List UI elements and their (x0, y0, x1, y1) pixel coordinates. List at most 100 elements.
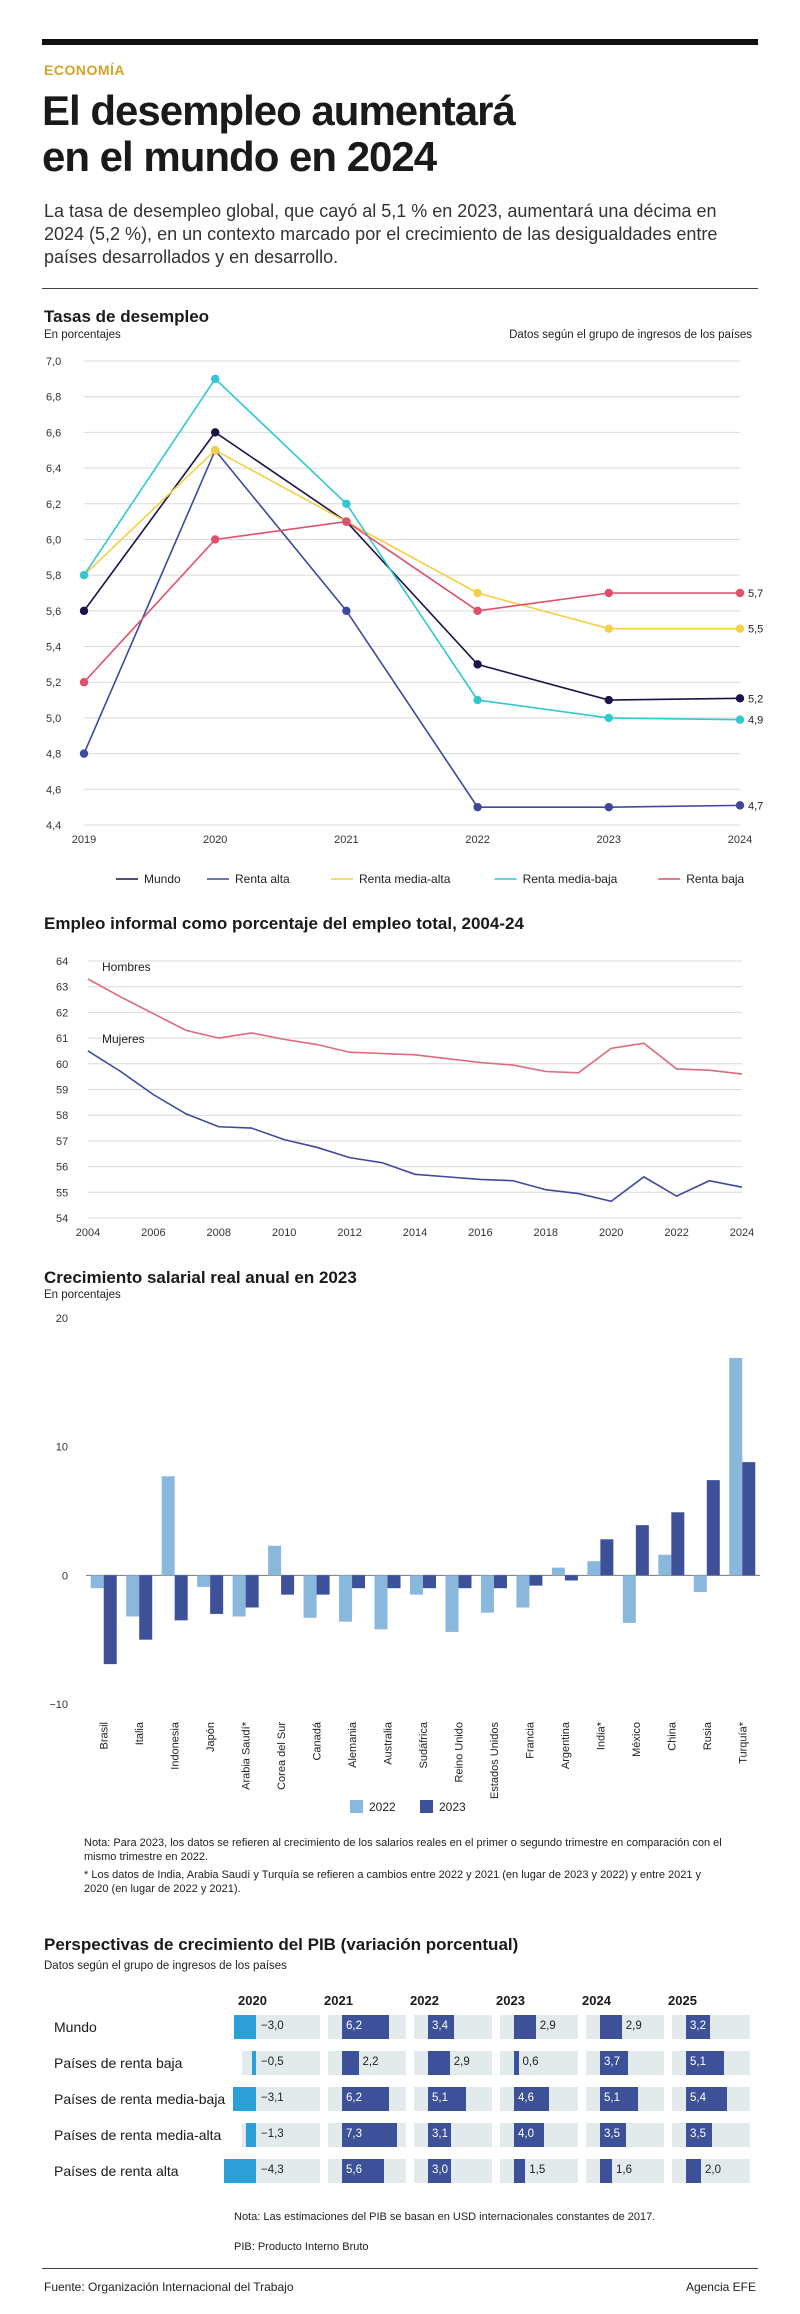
series-label-hombres: Hombres (102, 960, 151, 974)
data-point-renta-baja (211, 535, 220, 544)
pib-bar-positive (600, 2123, 627, 2147)
pib-bar-positive (686, 2159, 701, 2183)
pib-value: 4,0 (518, 2128, 534, 2140)
y-tick-label: 20 (56, 1313, 68, 1325)
pib-cell: 5,6 (328, 2159, 406, 2183)
x-tick-label: 2022 (664, 1227, 688, 1239)
pib-bar-positive (428, 2123, 452, 2147)
pib-bar-positive (428, 2051, 450, 2075)
category-label: China (666, 1721, 678, 1751)
bar-2022-reino-unido (445, 1575, 459, 1632)
pib-row-label: Mundo (54, 2019, 97, 2035)
y-tick-label: 5,8 (46, 570, 61, 582)
pib-cell: 3,5 (672, 2123, 750, 2147)
pib-cell: −3,1 (232, 2087, 320, 2111)
pib-cell: 3,5 (586, 2123, 664, 2147)
pib-value: 3,7 (604, 2056, 620, 2068)
end-label-renta-alta: 4,7 (748, 800, 763, 812)
pib-value: 5,6 (346, 2164, 362, 2176)
bar-2023-canada (316, 1575, 330, 1595)
pib-bar-positive (514, 2087, 549, 2111)
pib-bar-positive (514, 2051, 519, 2075)
legend-label-renta-baja: Renta baja (686, 872, 744, 886)
series-line-renta-media-alta (83, 449, 740, 630)
pib-value: 3,0 (432, 2164, 448, 2176)
unemployment-chart-subtitle: En porcentajes (44, 329, 121, 341)
footer-divider (42, 2268, 758, 2269)
x-tick-label: 2018 (534, 1227, 558, 1239)
category-label: Brasil (99, 1722, 111, 1750)
pib-value: −1,3 (261, 2128, 284, 2140)
pib-value: 5,1 (604, 2092, 620, 2104)
category-label: Corea del Sur (276, 1722, 288, 1790)
wages-chart-title: Crecimiento salarial real anual en 2023 (44, 1268, 357, 1287)
bar-2023-rusia (706, 1480, 720, 1576)
bar-2023-india (600, 1539, 614, 1576)
bar-2023-sudafrica (423, 1575, 436, 1589)
pib-table-title: Perspectivas de crecimiento del PIB (var… (44, 1935, 519, 1954)
pib-table-subtitle: Datos según el grupo de ingresos de los … (44, 1960, 287, 1972)
y-tick-label: 59 (56, 1085, 68, 1097)
data-point-mundo (604, 695, 613, 705)
data-point-renta-media-alta (735, 624, 745, 633)
pib-year-header: 2023 (496, 1993, 525, 2008)
y-tick-label: 57 (56, 1136, 68, 1148)
pib-row-label: Países de renta media-alta (54, 2127, 222, 2143)
y-tick-label: 55 (56, 1187, 68, 1199)
category-label: Argentina (560, 1721, 572, 1769)
y-tick-label: 4,4 (46, 820, 61, 832)
x-tick-label: 2019 (72, 834, 96, 846)
bar-2022-indonesia (161, 1476, 175, 1576)
pib-bar-negative (252, 2051, 256, 2075)
informal-chart-title: Empleo informal como porcentaje del empl… (44, 914, 524, 933)
bar-2022-sudafrica (410, 1575, 423, 1595)
pib-value: 2,9 (539, 2020, 556, 2032)
bar-2022-canada (303, 1575, 317, 1618)
pib-value: 3,4 (432, 2020, 448, 2032)
legend-label-2023: 2023 (439, 1800, 466, 1814)
pib-value: 1,5 (529, 2164, 546, 2176)
pib-value: 2,9 (625, 2020, 642, 2032)
pib-value: 5,1 (690, 2056, 706, 2068)
bar-2023-japon (210, 1575, 224, 1614)
pib-value: −3,0 (261, 2020, 284, 2032)
end-label-renta-media-alta: 5,5 (748, 624, 763, 636)
pib-bar-negative (246, 2123, 256, 2147)
pib-bar-negative (232, 2087, 256, 2111)
legend-label-mundo: Mundo (144, 872, 181, 886)
bar-2022-arabia-saudi (232, 1575, 246, 1617)
pib-value: 5,4 (690, 2092, 706, 2104)
x-tick-label: 2023 (597, 834, 621, 846)
data-point-renta-alta (604, 802, 613, 812)
y-tick-label: 61 (56, 1033, 68, 1045)
data-point-renta-media-baja (735, 715, 745, 724)
pib-cell: 2,9 (414, 2051, 492, 2075)
series-line-renta-baja (83, 520, 740, 683)
y-tick-label: 5,0 (46, 713, 61, 725)
category-label: Sudáfrica (418, 1721, 430, 1768)
pib-value: 6,2 (346, 2092, 362, 2104)
bar-2022-australia (374, 1575, 388, 1630)
data-point-renta-baja (473, 606, 482, 616)
category-label: Rusia (702, 1721, 714, 1750)
bar-2023-turquia (742, 1462, 756, 1576)
pib-value: −3,1 (261, 2092, 284, 2104)
pib-bar-positive (342, 2159, 384, 2183)
pib-value: 5,1 (432, 2092, 448, 2104)
category-label: Italia (134, 1721, 146, 1745)
x-tick-label: 2024 (728, 834, 752, 846)
pib-value: 3,5 (690, 2128, 706, 2140)
x-tick-label: 2006 (141, 1227, 165, 1239)
pib-year-header: 2020 (238, 1993, 267, 2008)
y-tick-label: 0 (62, 1570, 68, 1582)
legend-swatch-2023 (420, 1800, 433, 1813)
pib-bar-positive (342, 2015, 389, 2039)
y-tick-label: 60 (56, 1059, 68, 1071)
pib-cell: 4,6 (500, 2087, 578, 2111)
legend-label-2022: 2022 (369, 1800, 396, 1814)
data-point-renta-media-alta (473, 588, 482, 598)
y-tick-label: 54 (56, 1213, 68, 1225)
pib-bar-positive (342, 2087, 389, 2111)
y-tick-label: 64 (56, 956, 68, 968)
data-point-renta-media-baja (342, 499, 351, 508)
